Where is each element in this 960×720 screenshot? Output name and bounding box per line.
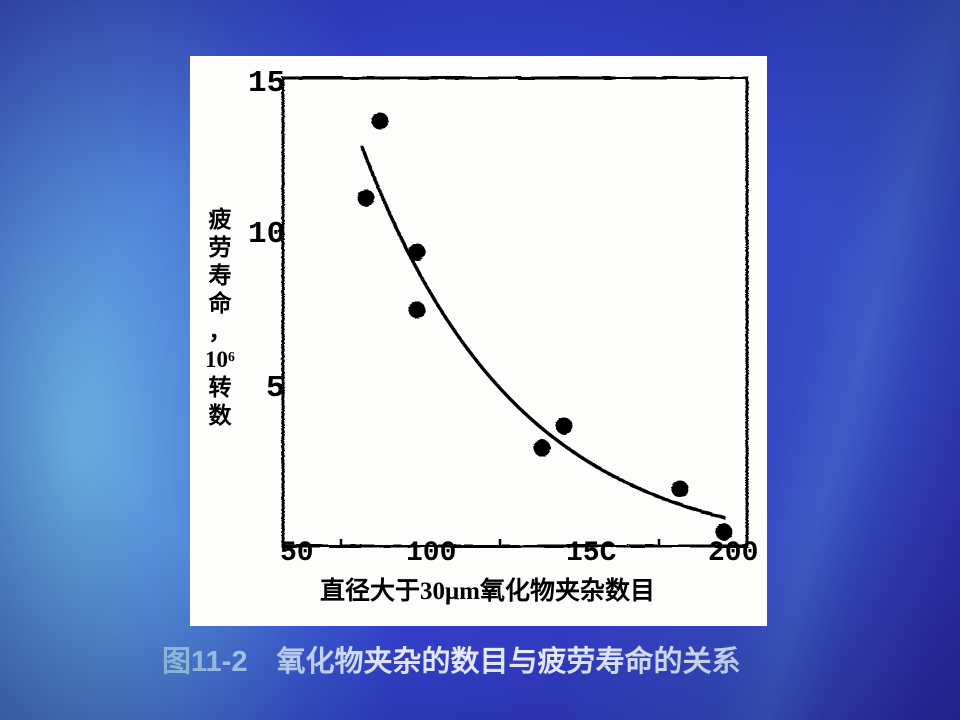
svg-text:10: 10 bbox=[248, 217, 285, 252]
svg-text:200: 200 bbox=[708, 538, 758, 569]
svg-text:50: 50 bbox=[280, 538, 314, 569]
svg-text:5: 5 bbox=[266, 371, 285, 406]
svg-text:15: 15 bbox=[248, 66, 285, 101]
svg-text:100: 100 bbox=[406, 538, 456, 569]
svg-text:15C: 15C bbox=[566, 538, 617, 569]
